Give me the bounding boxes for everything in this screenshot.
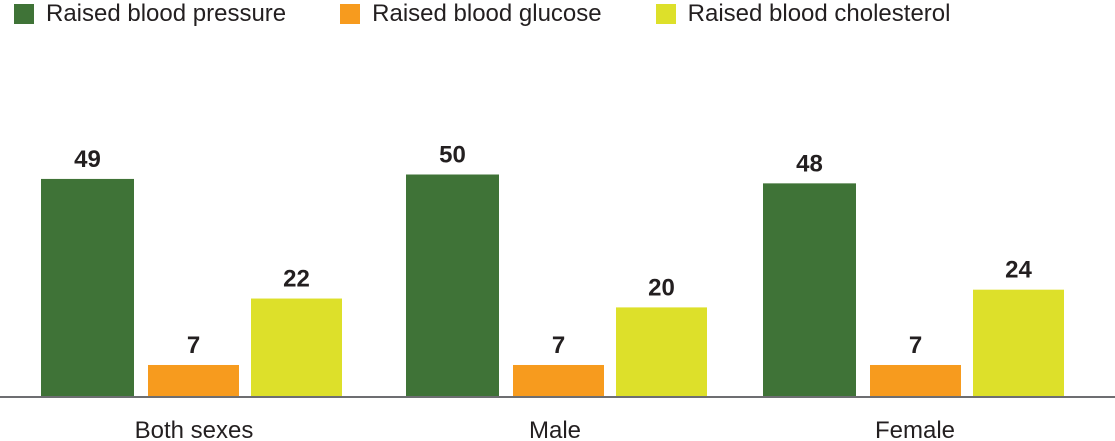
value-label-blood-pressure-0: 49 bbox=[74, 146, 101, 173]
bar-blood-glucose-2 bbox=[870, 364, 961, 396]
value-label-blood-glucose-1: 7 bbox=[552, 332, 565, 359]
legend-swatch-blood-glucose bbox=[340, 4, 361, 24]
value-label-blood-cholesterol-2: 24 bbox=[1005, 257, 1032, 284]
bar-blood-cholesterol-1 bbox=[616, 307, 707, 396]
legend-label-blood-glucose: Raised blood glucose bbox=[372, 0, 602, 27]
legend: Raised blood pressure Raised blood gluco… bbox=[14, 0, 1004, 28]
bar-blood-cholesterol-2 bbox=[973, 289, 1064, 396]
legend-item-blood-pressure: Raised blood pressure bbox=[14, 0, 286, 28]
legend-item-blood-cholesterol: Raised blood cholesterol bbox=[655, 0, 951, 28]
value-label-blood-cholesterol-1: 20 bbox=[648, 274, 675, 301]
bar-blood-pressure-2 bbox=[763, 183, 856, 396]
legend-label-blood-pressure: Raised blood pressure bbox=[46, 0, 287, 27]
legend-label-blood-cholesterol: Raised blood cholesterol bbox=[687, 0, 951, 27]
category-label-2: Female bbox=[875, 417, 955, 441]
bars-group bbox=[41, 174, 1064, 396]
legend-swatch-blood-pressure bbox=[14, 4, 34, 24]
value-label-blood-glucose-2: 7 bbox=[909, 332, 922, 359]
legend-swatch-blood-cholesterol bbox=[655, 4, 676, 24]
bar-blood-cholesterol-0 bbox=[251, 298, 342, 396]
value-labels-group: 49 7 22 50 7 20 48 7 24 bbox=[74, 142, 1032, 359]
value-label-blood-pressure-2: 48 bbox=[796, 150, 823, 177]
value-label-blood-pressure-1: 50 bbox=[439, 142, 466, 169]
bar-blood-pressure-0 bbox=[41, 178, 134, 396]
value-label-blood-cholesterol-0: 22 bbox=[283, 266, 310, 293]
category-labels-group: Both sexes Male Female bbox=[135, 417, 955, 441]
category-label-0: Both sexes bbox=[135, 417, 254, 441]
bar-blood-glucose-0 bbox=[148, 364, 239, 396]
bar-blood-pressure-1 bbox=[406, 174, 499, 396]
value-label-blood-glucose-0: 7 bbox=[187, 332, 200, 359]
bar-blood-glucose-1 bbox=[513, 364, 604, 396]
legend-item-blood-glucose: Raised blood glucose bbox=[340, 0, 602, 28]
category-label-1: Male bbox=[529, 417, 581, 441]
